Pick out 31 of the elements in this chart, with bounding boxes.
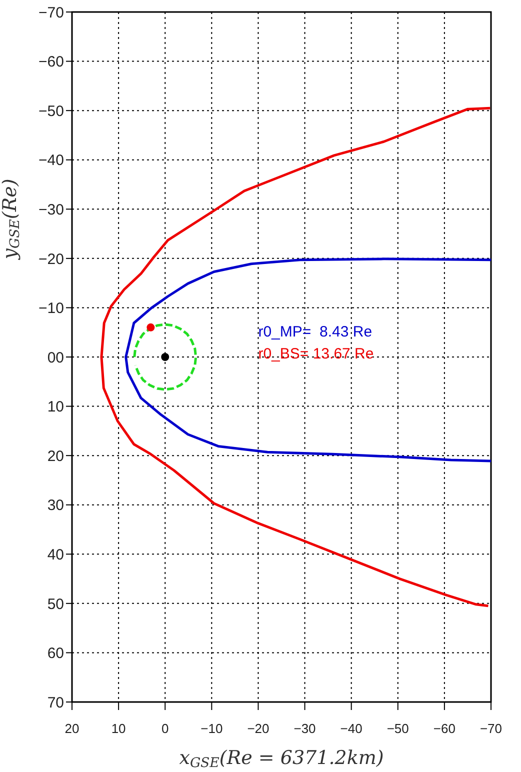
line-series	[133, 323, 198, 391]
line-series	[124, 258, 491, 462]
y-tick-label: 20	[47, 448, 64, 465]
annotation: r0_MP= 8.43 Re	[258, 323, 372, 340]
y-tick-label: 70	[47, 694, 64, 712]
x-tick-label: −60	[433, 721, 456, 736]
y-tick-label: 60	[47, 645, 64, 662]
y-tick-label: 10	[47, 398, 64, 416]
x-axis-title: x$_{GSE}$(Re = 6371.2km)	[179, 747, 384, 772]
y-tick-label: 40	[47, 546, 64, 564]
y-tick-label: 00	[47, 349, 64, 366]
x-tick-label: −50	[386, 721, 409, 736]
annotation: r0_BS= 13.67 Re	[258, 346, 374, 363]
y-tick-label: 50	[47, 596, 64, 613]
x-tick-label: −70	[480, 721, 502, 736]
x-tick-label: 10	[111, 721, 126, 736]
x-tick-label: −20	[247, 721, 270, 736]
y-tick-label: −20	[38, 250, 64, 268]
line-series	[100, 106, 491, 608]
y-tick-label: −10	[38, 300, 64, 318]
y-tick-label: −60	[38, 54, 64, 71]
x-tick-label: 0	[161, 721, 169, 736]
y-tick-label: −70	[38, 4, 64, 22]
y-tick-label: 30	[47, 497, 64, 514]
y-tick-label: −30	[38, 201, 64, 218]
y-tick-label: −50	[38, 102, 64, 120]
x-tick-label: −10	[200, 721, 223, 736]
y-tick-label: −40	[38, 152, 64, 170]
x-tick-label: −40	[340, 721, 362, 736]
x-tick-label: 20	[64, 721, 80, 736]
x-tick-label: −30	[294, 721, 316, 736]
